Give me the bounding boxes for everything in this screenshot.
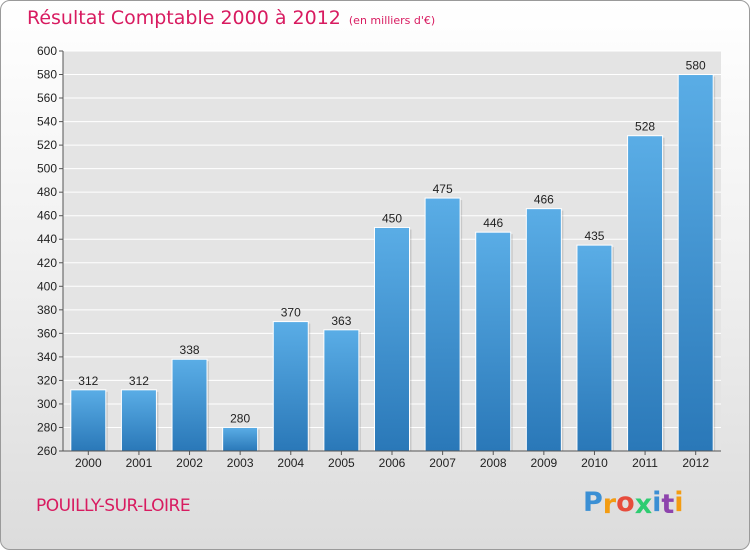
bar-value-label: 312 <box>129 374 149 388</box>
bar <box>475 231 512 452</box>
bar-value-label: 450 <box>382 211 402 225</box>
bar-value-label: 466 <box>534 193 554 207</box>
y-tick-label: 400 <box>37 279 57 293</box>
bars <box>70 74 716 452</box>
bar <box>120 389 157 452</box>
chart-title-unit: (en milliers d'€) <box>348 14 436 27</box>
proxiti-logo: Proxiti <box>583 487 684 520</box>
bar <box>576 244 613 452</box>
logo-letter: P <box>583 487 603 518</box>
y-tick-label: 340 <box>37 350 57 364</box>
bar <box>323 329 360 452</box>
bar-value-label: 580 <box>686 59 706 73</box>
y-tick-label: 520 <box>37 138 57 152</box>
x-tick-label: 2007 <box>429 456 456 470</box>
bar <box>70 389 107 452</box>
logo-letter: o <box>616 487 635 518</box>
x-tick-label: 2005 <box>328 456 355 470</box>
bar-value-label: 280 <box>230 411 250 425</box>
bar-value-label: 363 <box>331 314 351 328</box>
y-tick-label: 560 <box>37 91 57 105</box>
y-tick-label: 600 <box>37 44 57 58</box>
logo-letter: t <box>661 489 675 520</box>
axes <box>59 50 721 455</box>
x-tick-label: 2001 <box>126 456 153 470</box>
x-tick-label: 2006 <box>379 456 406 470</box>
labels: 260 280 300 320 340 360 380 400 420 440 460 480 500 5… <box>37 44 709 470</box>
logo-letter: i <box>652 487 662 518</box>
x-tick-label: 2002 <box>176 456 203 470</box>
logo-letter: x <box>634 489 653 520</box>
x-tick-label: 2010 <box>581 456 608 470</box>
x-tick-label: 2003 <box>227 456 254 470</box>
chart-title: Résultat Comptable 2000 à 2012 (en millie… <box>27 7 435 29</box>
x-tick-label: 2012 <box>682 456 709 470</box>
bar <box>525 208 562 452</box>
y-tick-label: 380 <box>37 303 57 317</box>
x-tick-label: 2000 <box>75 456 102 470</box>
bar-value-label: 528 <box>635 120 655 134</box>
y-tick-label: 460 <box>37 209 57 223</box>
y-tick-label: 260 <box>37 444 57 458</box>
y-tick-label: 440 <box>37 232 57 246</box>
x-tick-label: 2011 <box>632 456 658 470</box>
y-tick-label: 280 <box>37 420 57 434</box>
y-tick-label: 500 <box>37 162 57 176</box>
bar <box>171 358 208 452</box>
bar <box>424 197 461 452</box>
logo-letter: r <box>602 489 617 520</box>
y-tick-label: 320 <box>37 373 57 387</box>
commune-name: POUILLY-SUR-LOIRE <box>36 496 191 516</box>
x-tick-label: 2004 <box>277 456 304 470</box>
x-tick-label: 2009 <box>530 456 557 470</box>
bar <box>627 135 664 452</box>
bar <box>272 321 309 452</box>
chart-title-main: Résultat Comptable 2000 à 2012 <box>27 7 341 29</box>
y-tick-label: 300 <box>37 397 57 411</box>
bar-value-label: 338 <box>180 343 200 357</box>
logo-letter: i <box>674 487 684 518</box>
bar <box>677 74 714 452</box>
bar-value-label: 312 <box>78 374 98 388</box>
bar <box>222 426 259 452</box>
y-tick-label: 420 <box>37 256 57 270</box>
bar <box>374 226 410 452</box>
bar-value-label: 435 <box>584 229 604 243</box>
bar-value-label: 475 <box>433 182 453 196</box>
bar-value-label: 446 <box>483 216 503 230</box>
bar-value-label: 370 <box>281 306 301 320</box>
y-tick-label: 580 <box>37 68 57 82</box>
y-tick-label: 540 <box>37 115 57 129</box>
y-tick-label: 480 <box>37 185 57 199</box>
x-tick-label: 2008 <box>480 456 507 470</box>
y-tick-label: 360 <box>37 326 57 340</box>
